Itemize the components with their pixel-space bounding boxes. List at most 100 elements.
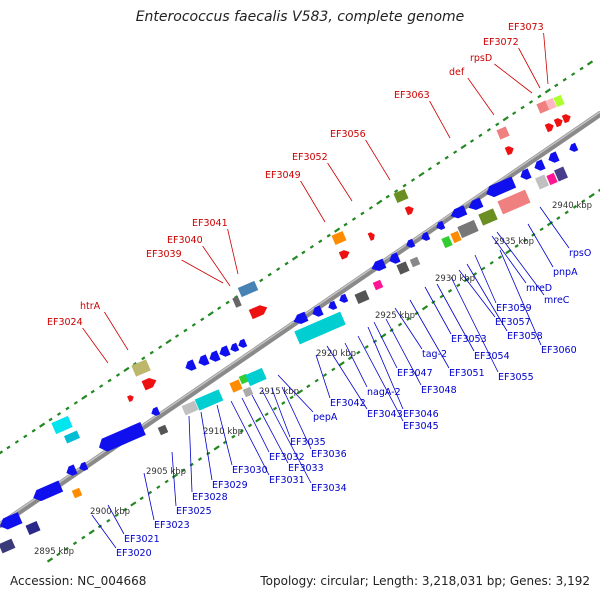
- scale-label: 2920 kbp: [316, 349, 356, 359]
- tick-mark-bottom: [81, 535, 86, 540]
- tick-mark-top: [376, 199, 383, 205]
- gene-reverse-11-shape: [238, 338, 248, 348]
- gene-feature-4: [181, 400, 199, 416]
- label-leader-bottom: [143, 472, 155, 521]
- label-leader-bottom: [271, 388, 291, 438]
- tick-mark-bottom: [514, 244, 519, 248]
- label-leader-bottom: [261, 389, 312, 484]
- tick-mark-bottom: [539, 227, 544, 232]
- label-leader-top: [227, 228, 239, 275]
- gene-label-bottom: EF3028: [192, 492, 228, 503]
- tick-mark-bottom: [164, 479, 169, 484]
- tick-mark-top: [394, 189, 399, 194]
- tick-mark-top: [158, 345, 163, 350]
- gene-reverse-13: [312, 305, 324, 317]
- gene-label-bottom: EF3023: [154, 520, 190, 531]
- tick-mark-bottom: [72, 541, 78, 546]
- gene-label-bottom: EF3042: [330, 398, 366, 409]
- tick-mark-bottom: [206, 451, 211, 456]
- tick-mark-top: [267, 272, 272, 277]
- gene-reverse-21-shape: [450, 205, 468, 219]
- gene-feature-8-shape: [245, 367, 267, 387]
- gene-ef3056: [393, 189, 409, 203]
- gene-rpsd-shape: [536, 100, 550, 114]
- gene-label-bottom: EF3030: [232, 465, 268, 476]
- tick-mark-top: [544, 88, 551, 94]
- tick-mark-bottom: [213, 445, 220, 451]
- label-leader-bottom: [91, 514, 117, 549]
- tick-mark-bottom: [546, 221, 554, 227]
- gene-ef3040: [237, 280, 259, 298]
- gene-ef3073-shape: [553, 94, 565, 108]
- gene-label-bottom: EF3048: [421, 385, 457, 396]
- gene-feature-12: [372, 279, 384, 291]
- tick-mark-top: [520, 105, 525, 110]
- gene-htra: [131, 359, 151, 377]
- gene-reverse-7-shape: [198, 354, 210, 366]
- gene-ef3039: [232, 296, 242, 308]
- tick-mark-top: [39, 422, 46, 428]
- gene-label-top: def: [449, 67, 465, 78]
- gene-label-bottom: EF3033: [288, 463, 324, 474]
- gene-ef3052-shape: [338, 250, 350, 260]
- tick-mark-bottom: [481, 266, 486, 271]
- gene-feature-1-shape: [0, 538, 16, 554]
- gene-feature-10: [294, 311, 346, 345]
- gene-reverse-19: [421, 231, 431, 241]
- gene-htra-shape: [131, 359, 151, 377]
- gene-feature-6-shape: [229, 379, 243, 393]
- gene-def-shape: [504, 146, 514, 156]
- gene-ef3024-shape: [51, 415, 73, 435]
- label-leader-bottom: [344, 342, 368, 388]
- gene-feature-21: [546, 172, 558, 186]
- label-leader-top: [467, 77, 495, 116]
- label-leader-bottom: [200, 411, 213, 481]
- tick-mark-top: [318, 239, 323, 244]
- gene-feature-21-shape: [546, 172, 558, 186]
- tick-mark-bottom: [331, 367, 336, 372]
- tick-mark-top: [0, 450, 4, 455]
- tick-mark-bottom: [264, 412, 269, 417]
- gene-reverse-6: [185, 359, 197, 371]
- tick-mark-bottom: [122, 507, 128, 512]
- tick-mark-top: [225, 300, 230, 305]
- gene-ef3049-shape: [331, 231, 347, 245]
- tick-mark-bottom: [421, 305, 429, 311]
- gene-ef3024: [51, 415, 73, 435]
- gene-f3: [561, 114, 571, 124]
- tick-mark-top: [478, 133, 483, 138]
- gene-reverse-8: [209, 350, 221, 362]
- gene-reverse-21: [450, 205, 468, 219]
- gene-reverse-23-shape: [486, 176, 517, 198]
- gene-reverse-24-shape: [520, 168, 532, 180]
- gene-rpsd: [536, 100, 550, 114]
- tick-mark-top: [579, 66, 584, 71]
- gene-reverse-13-shape: [312, 305, 324, 317]
- tick-mark-top: [6, 445, 11, 450]
- gene-label-top: htrA: [80, 301, 101, 312]
- gene-feature-22: [554, 166, 568, 182]
- gene-label-bottom: EF3043: [367, 409, 403, 420]
- gene-feature-16-shape: [450, 230, 462, 244]
- gene-label-bottom: EF3053: [451, 334, 487, 345]
- tick-mark-top: [571, 72, 576, 77]
- tick-mark-top: [291, 255, 299, 261]
- tick-mark-top: [14, 439, 19, 444]
- gene-reverse-1: [33, 480, 64, 502]
- gene-label-bottom: EF3036: [311, 449, 347, 460]
- gene-ef3024b: [63, 430, 81, 444]
- label-leader-top: [429, 100, 451, 139]
- tick-mark-bottom: [88, 529, 95, 535]
- tick-mark-top: [284, 261, 289, 266]
- gene-label-bottom: EF3029: [212, 480, 248, 491]
- label-leader-bottom: [230, 400, 270, 476]
- gene-label-bottom: EF3025: [176, 506, 212, 517]
- tick-mark-bottom: [231, 434, 236, 439]
- tick-mark-bottom: [597, 188, 600, 192]
- gene-label-top: EF3056: [330, 129, 366, 140]
- gene-feature-19: [497, 189, 531, 215]
- gene-reverse-11: [238, 338, 248, 348]
- label-leader-bottom: [315, 354, 331, 399]
- tick-mark-bottom: [130, 501, 137, 507]
- tick-mark-bottom: [439, 294, 444, 299]
